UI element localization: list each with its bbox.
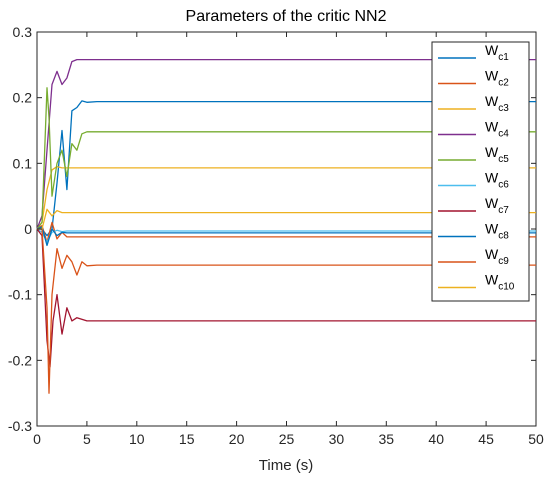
legend-label-c6: Wc6 — [485, 170, 509, 191]
x-tick-label: 10 — [129, 431, 145, 447]
legend-label-c8: Wc8 — [485, 221, 509, 242]
legend-label-c9: Wc9 — [485, 246, 509, 267]
legend-label-c4: Wc4 — [485, 119, 509, 140]
y-tick-label: 0.2 — [13, 90, 33, 106]
series-line-c5 — [36, 87, 536, 230]
x-tick-label: 20 — [229, 431, 245, 447]
series-line-c10 — [37, 208, 536, 230]
legend-label-c2: Wc2 — [485, 68, 509, 89]
series-line-c9 — [37, 228, 536, 394]
legend-label-c7: Wc7 — [485, 195, 509, 216]
series-line-c7 — [36, 228, 536, 368]
y-tick-label: 0.1 — [13, 155, 33, 171]
chart-title: Parameters of the critic NN2 — [186, 8, 387, 25]
y-tick-label: -0.3 — [8, 418, 32, 434]
legend-label-c1: Wc1 — [485, 42, 509, 63]
series-lines — [36, 58, 536, 394]
legend: Wc1 Wc2 Wc3 Wc4 Wc5 Wc6 Wc7 Wc8 Wc9 Wc10 — [431, 41, 530, 302]
x-tick-label: 5 — [83, 431, 91, 447]
legend-label-c5: Wc5 — [485, 144, 509, 165]
x-tick-label: 50 — [528, 431, 544, 447]
x-axis-ticks: 0 5 10 15 20 25 30 35 40 45 50 — [33, 32, 544, 447]
legend-box — [431, 41, 530, 302]
legend-label-c10: Wc10 — [485, 272, 515, 293]
y-tick-label: -0.2 — [8, 352, 32, 368]
y-tick-label: 0 — [24, 221, 32, 237]
legend-label-c3: Wc3 — [485, 93, 509, 114]
x-axis-label: Time (s) — [259, 457, 313, 474]
series-line-c4 — [36, 58, 536, 230]
y-tick-label: -0.1 — [8, 287, 32, 303]
y-axis-ticks: -0.3 -0.2 -0.1 0 0.1 0.2 0.3 — [8, 24, 536, 434]
x-tick-label: 40 — [428, 431, 444, 447]
x-tick-label: 35 — [379, 431, 395, 447]
y-tick-label: 0.3 — [13, 24, 33, 40]
x-tick-label: 45 — [478, 431, 494, 447]
x-tick-label: 30 — [329, 431, 345, 447]
x-tick-label: 15 — [179, 431, 195, 447]
x-tick-label: 0 — [33, 431, 41, 447]
x-tick-label: 25 — [279, 431, 295, 447]
series-line-c8 — [36, 226, 536, 247]
series-line-c1 — [37, 100, 536, 237]
